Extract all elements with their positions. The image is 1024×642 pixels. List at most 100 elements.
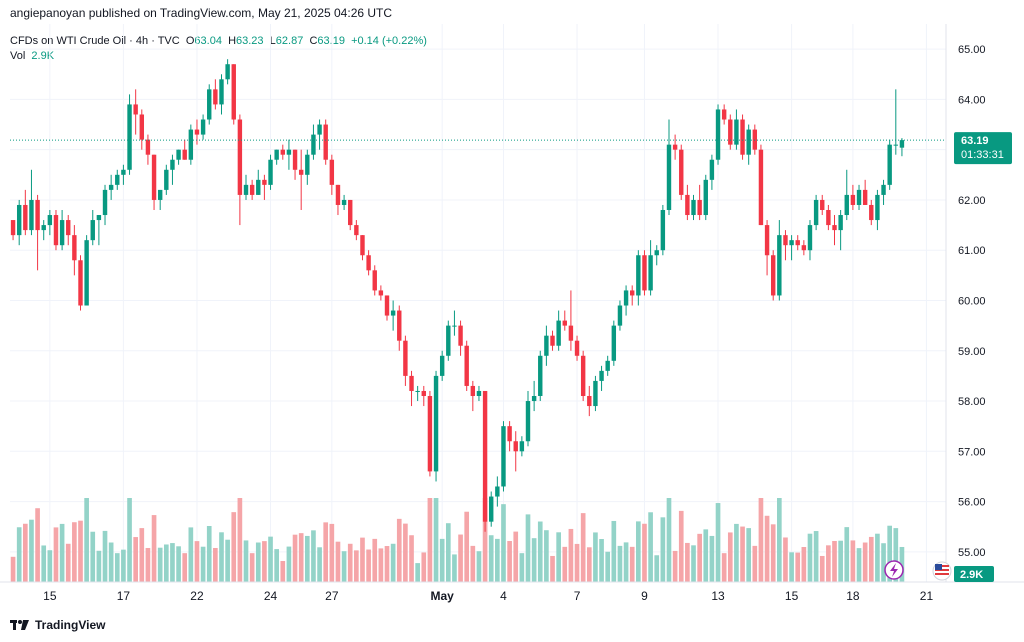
candle-body [157, 189, 163, 200]
volume-bar [813, 531, 819, 582]
volume-bar [439, 538, 445, 582]
candle-body [354, 225, 359, 236]
candle-body [390, 310, 396, 316]
volume-bar [213, 547, 218, 582]
volume-bar [384, 546, 390, 582]
candle-body [844, 194, 849, 216]
volume-bar [458, 534, 463, 582]
volume-bar [188, 527, 194, 582]
volume-bar [378, 548, 384, 582]
volume-bar [513, 531, 519, 582]
candle-body [893, 144, 899, 146]
candle-body [464, 345, 469, 386]
volume-bar [801, 547, 807, 582]
candle-body [562, 320, 567, 326]
volume-bar [304, 535, 310, 582]
volume-bar [390, 543, 396, 582]
candle-body [832, 225, 837, 231]
candle-body [96, 215, 102, 221]
volume-bar [783, 537, 788, 582]
candle-body [770, 255, 776, 296]
volume-bar [832, 540, 837, 582]
candle-body [23, 204, 28, 231]
candle-body [311, 134, 316, 155]
volume-bar [219, 532, 224, 582]
candle-body [35, 199, 40, 231]
volume-bar [507, 540, 512, 582]
time-tick-label: 4 [500, 589, 507, 603]
close-label: C [309, 35, 318, 47]
volume-bar [421, 552, 427, 582]
open-value: 63.04 [194, 35, 222, 47]
candle-body [231, 64, 236, 120]
time-tick-label: 21 [920, 589, 934, 603]
time-tick-label: 27 [325, 589, 339, 603]
volume-bar [268, 536, 273, 582]
volume-bar [715, 503, 721, 582]
flag-icon[interactable] [932, 561, 952, 581]
candle-body [721, 109, 727, 120]
candle-body [249, 184, 255, 195]
volume-bar [84, 498, 89, 582]
volume-label[interactable]: Vol [10, 50, 26, 62]
candle-body [820, 199, 825, 210]
candle-body [519, 441, 525, 452]
candle-body [783, 235, 788, 246]
volume-bar [53, 527, 59, 582]
candle-body [433, 375, 439, 472]
time-tick-label: 15 [785, 589, 799, 603]
candle-body [213, 89, 218, 105]
volume-bar [721, 553, 727, 582]
volume-bar [544, 530, 549, 582]
price-badge-countdown: 01:33:31 [961, 149, 1004, 161]
volume-bar [396, 518, 402, 582]
candle-body [728, 119, 733, 145]
price-tick-label: 56.00 [958, 497, 986, 509]
volume-badge: 2.9K [954, 566, 994, 582]
lightning-icon[interactable] [884, 560, 904, 580]
volume-bar [580, 513, 586, 582]
candle-body [587, 396, 592, 407]
volume-bar [200, 546, 206, 582]
volume-bar [372, 538, 378, 582]
candle-body [66, 220, 71, 236]
candle-body [188, 129, 194, 160]
time-tick-label: 7 [574, 589, 581, 603]
candle-body [862, 189, 868, 205]
volume-bar [574, 543, 580, 582]
volume-bar [354, 550, 359, 582]
candle-body [90, 220, 95, 241]
candle-body [403, 340, 408, 376]
volume-bar [629, 546, 635, 582]
candle-body [838, 215, 843, 231]
candle-body [740, 119, 745, 155]
volume-bar [709, 535, 715, 582]
candle-body [580, 355, 586, 396]
candle-body [679, 149, 684, 195]
volume-bar [249, 553, 255, 582]
candle-body [887, 144, 892, 185]
volume-bar [102, 530, 108, 582]
candle-body [10, 220, 16, 236]
candle-body [366, 255, 371, 271]
last-price-badge: 63.19 01:33:31 [954, 132, 1012, 165]
footer[interactable]: TradingView [10, 618, 105, 632]
candle-body [476, 390, 482, 396]
price-tick-label: 58.00 [958, 396, 986, 408]
volume-bar [262, 541, 267, 582]
candle-body [605, 360, 610, 371]
candle-body [568, 325, 574, 341]
volume-bar [562, 546, 568, 582]
candle-body [789, 240, 794, 246]
volume-bar [96, 550, 102, 582]
symbol-label[interactable]: CFDs on WTI Crude Oil · 4h · TVC [10, 35, 180, 47]
candle-body [697, 199, 702, 216]
candle-body [29, 199, 34, 231]
candle-body [856, 189, 862, 205]
volume-bar [29, 519, 34, 582]
candle-body [170, 159, 175, 170]
volume-bar [409, 535, 414, 582]
candle-body [41, 225, 46, 231]
volume-bar [660, 517, 666, 582]
